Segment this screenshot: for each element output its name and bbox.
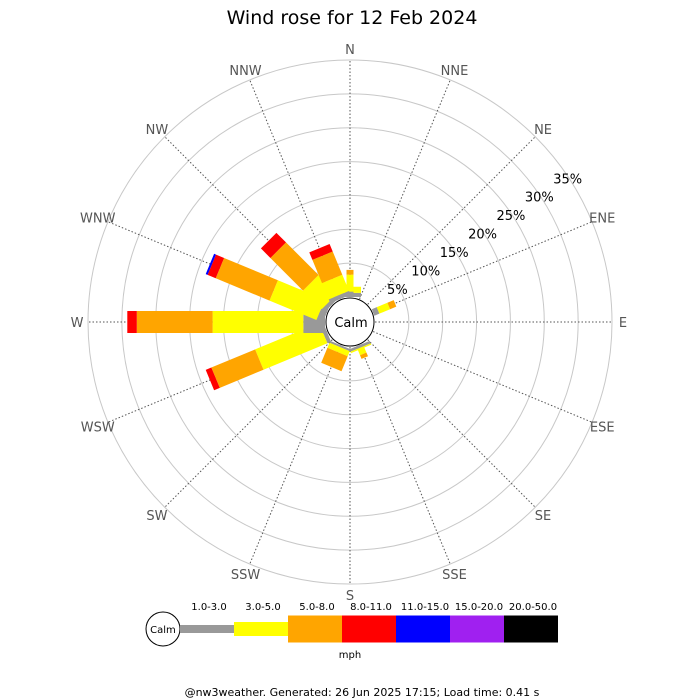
spoke-ssw	[249, 344, 341, 565]
legend-swatch-8.0-11.0	[342, 615, 396, 643]
bar-wnw-main-5.0-8.0	[215, 258, 278, 301]
direction-label-nne: NNE	[441, 64, 469, 79]
legend-label-5.0-8.0: 5.0-8.0	[299, 602, 334, 613]
bar-nw-main-3.0-5.0	[303, 275, 338, 310]
direction-label-w: W	[71, 316, 84, 331]
direction-label-n: N	[345, 43, 355, 58]
radial-tick-10: 10%	[411, 265, 440, 280]
bar-ene-minor-3.0-5.0	[376, 302, 391, 314]
spoke-ese	[372, 331, 593, 423]
legend-swatch-20.0-50.0	[504, 615, 558, 643]
direction-label-nnw: NNW	[229, 64, 261, 79]
direction-label-nw: NW	[146, 123, 169, 138]
legend-swatch-3.0-5.0	[234, 622, 288, 636]
bar-nnw-main-3.0-5.0	[322, 274, 349, 300]
spoke-ene	[372, 221, 593, 313]
polar-grid: N NNE NE ENE E ESE SE SSE S SSW SW WSW W WNW NW NNW	[71, 43, 628, 604]
footer-text: @nw3weather. Generated: 26 Jun 2025 17:1…	[185, 686, 540, 699]
grid-circle-35	[87, 59, 613, 585]
bar-n-minor-3.0-5.0	[346, 274, 354, 292]
bar-sse-minor-3.0-5.0	[357, 346, 367, 356]
bar-ene-minor-1.0-3.0	[371, 307, 380, 316]
spoke-nne	[359, 79, 451, 300]
calm-label: Calm	[334, 316, 367, 331]
bar-ssw-main-3.0-5.0	[327, 342, 350, 357]
bar-nnw-main-8.0-11.0	[309, 244, 333, 260]
direction-bars	[127, 232, 397, 391]
spoke-ne	[367, 136, 536, 305]
direction-label-se: SE	[535, 509, 551, 524]
legend-units: mph	[339, 650, 361, 661]
bar-nnw-main-1.0-3.0	[328, 290, 351, 304]
bar-wsw-main-5.0-8.0	[211, 349, 264, 388]
legend-swatch-15.0-20.0	[450, 615, 504, 643]
spoke-se	[367, 339, 536, 508]
spoke-sw	[164, 339, 333, 508]
bar-wsw-main-3.0-5.0	[255, 323, 328, 370]
bar-sse-minor-1.0-3.0	[356, 343, 364, 349]
direction-label-wnw: WNW	[80, 212, 116, 227]
bar-w-main-3.0-5.0	[212, 311, 304, 333]
radial-tick-5: 5%	[387, 283, 408, 298]
bar-wsw-main-8.0-11.0	[205, 367, 220, 391]
radial-tick-20: 20%	[468, 228, 497, 243]
bar-nw-main-8.0-11.0	[260, 232, 286, 258]
direction-label-ene: ENE	[589, 212, 615, 227]
direction-label-e: E	[619, 316, 627, 331]
radial-tick-25: 25%	[496, 209, 525, 224]
spoke-sse	[359, 344, 451, 565]
bar-sse-minor-5.0-8.0	[360, 352, 368, 359]
radial-tick-15: 15%	[440, 246, 469, 261]
bar-w-main-5.0-8.0	[136, 311, 213, 333]
legend-label-3.0-5.0: 3.0-5.0	[245, 602, 280, 613]
calm-circle: Calm	[325, 297, 375, 347]
direction-label-sse: SSE	[442, 568, 467, 583]
bar-wnw-main-8.0-11.0	[207, 254, 225, 279]
legend-label-1.0-3.0: 1.0-3.0	[191, 602, 226, 613]
direction-label-ne: NE	[534, 123, 552, 138]
radial-tick-labels: 5%10%15% 20% 25%30% 35%	[387, 172, 582, 298]
bar-ene-minor-5.0-8.0	[387, 300, 397, 310]
bar-w-main-8.0-11.0	[127, 311, 137, 333]
bar-nw-main-5.0-8.0	[270, 242, 319, 291]
calm-center	[325, 297, 375, 347]
direction-label-ssw: SSW	[231, 568, 261, 583]
legend-calm-label: Calm	[150, 625, 176, 636]
bar-wnw-main-11.0-15.0	[205, 253, 216, 275]
legend-swatch-5.0-8.0	[288, 615, 342, 643]
direction-label-ese: ESE	[590, 420, 615, 435]
speed-legend: Calm 1.0-3.0 3.0-5.0 5.0-8.0 8.0-11.0 11.0-15…	[145, 602, 558, 661]
legend-label-15.0-20.0: 15.0-20.0	[455, 602, 503, 613]
bar-ssw-main-5.0-8.0	[321, 347, 348, 372]
direction-label-wsw: WSW	[81, 420, 115, 435]
radial-tick-35: 35%	[553, 172, 582, 187]
legend-swatch-11.0-15.0	[396, 615, 450, 643]
bar-ssw-main-1.0-3.0	[329, 340, 351, 352]
legend-label-8.0-11.0: 8.0-11.0	[350, 602, 392, 613]
bar-n-minor-5.0-8.0	[346, 269, 354, 275]
legend-swatch-1.0-3.0	[180, 625, 234, 633]
radial-tick-30: 30%	[525, 191, 554, 206]
bar-nnw-main-5.0-8.0	[312, 251, 343, 284]
legend-label-20.0-50.0: 20.0-50.0	[509, 602, 557, 613]
direction-label-sw: SW	[146, 509, 167, 524]
chart-title: Wind rose for 12 Feb 2024	[227, 7, 478, 29]
bar-wnw-main-3.0-5.0	[269, 280, 325, 320]
direction-label-s: S	[346, 589, 354, 604]
legend-label-11.0-15.0: 11.0-15.0	[401, 602, 449, 613]
